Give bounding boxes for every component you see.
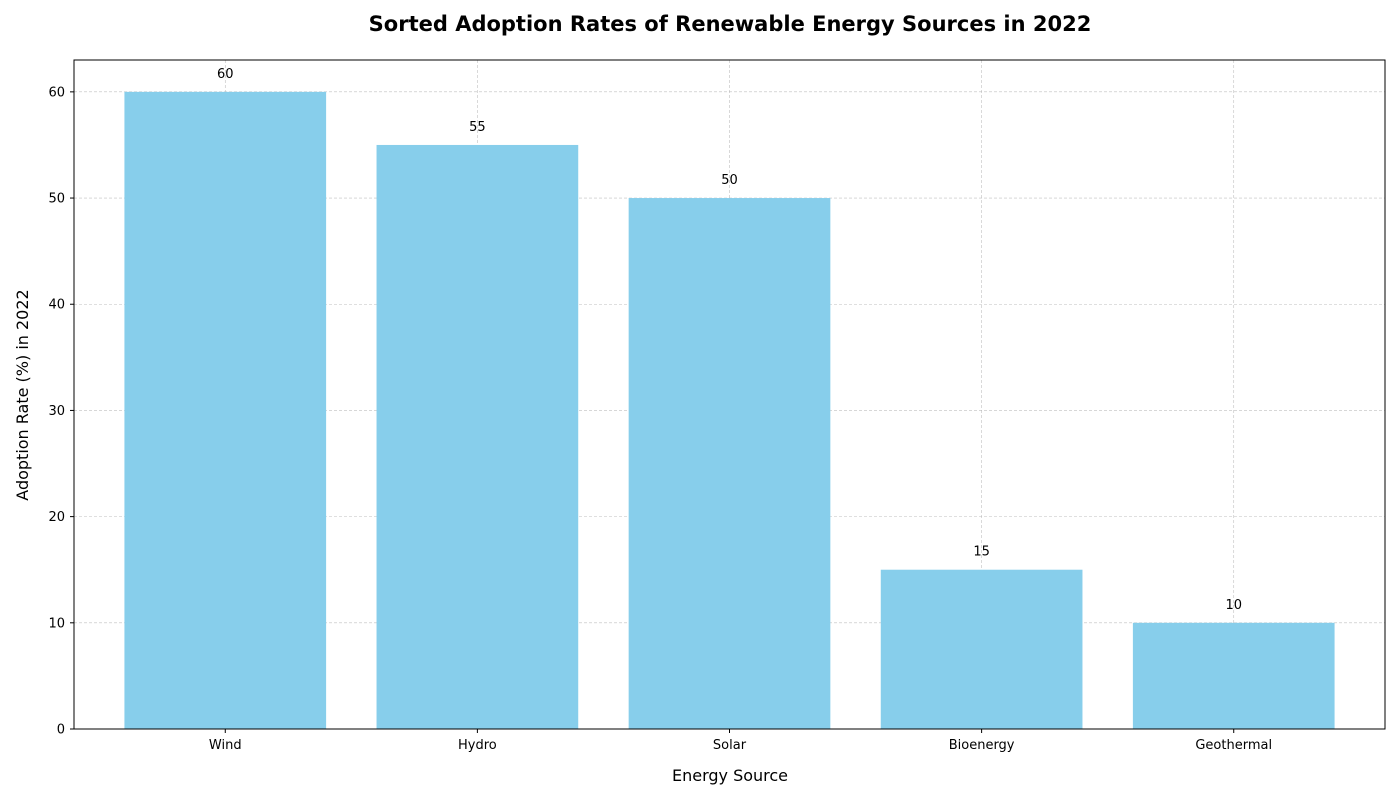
y-tick-label: 30 — [48, 404, 65, 419]
x-tick-label-bioenergy: Bioenergy — [949, 738, 1015, 753]
data-label-solar: 50 — [721, 173, 738, 188]
bar-geothermal — [1132, 622, 1335, 729]
bar-solar — [628, 198, 831, 730]
y-tick-label: 10 — [48, 616, 65, 631]
chart-title: Sorted Adoption Rates of Renewable Energ… — [369, 12, 1092, 36]
x-axis-label: Energy Source — [672, 766, 788, 785]
y-axis-ticks: 0 10 20 30 40 50 60 — [48, 85, 74, 738]
bars — [124, 91, 1335, 730]
data-label-wind: 60 — [217, 67, 234, 82]
bar-bioenergy — [880, 569, 1083, 729]
y-tick-label: 50 — [48, 192, 65, 207]
x-tick-label-geothermal: Geothermal — [1195, 738, 1272, 753]
data-labels: 60 55 50 15 10 — [217, 67, 1242, 613]
y-tick-label: 60 — [48, 85, 65, 100]
x-tick-label-hydro: Hydro — [458, 738, 497, 753]
y-tick-label: 20 — [48, 510, 65, 525]
y-tick-label: 40 — [48, 298, 65, 313]
y-tick-label: 0 — [57, 723, 65, 738]
bar-wind — [124, 91, 327, 730]
data-label-geothermal: 10 — [1225, 598, 1242, 613]
x-tick-label-solar: Solar — [713, 738, 747, 753]
y-axis-label: Adoption Rate (%) in 2022 — [13, 289, 32, 500]
x-tick-label-wind: Wind — [209, 738, 242, 753]
x-axis-ticks: Wind Hydro Solar Bioenergy Geothermal — [209, 729, 1272, 753]
data-label-bioenergy: 15 — [973, 545, 990, 560]
data-label-hydro: 55 — [469, 120, 486, 135]
bar-hydro — [376, 144, 579, 729]
